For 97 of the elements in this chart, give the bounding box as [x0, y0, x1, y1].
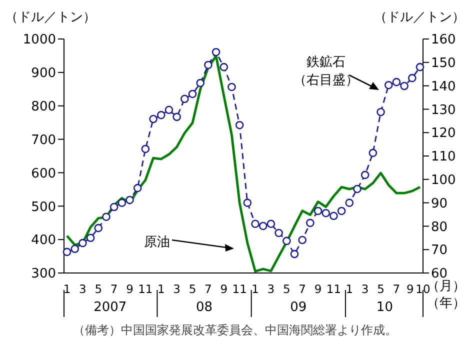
point [337, 206, 346, 216]
point [94, 224, 103, 232]
x-tick-label: 5 [377, 282, 384, 296]
point [188, 90, 197, 98]
point [172, 112, 181, 122]
x-tick-label: 9 [126, 282, 134, 296]
point [164, 106, 174, 114]
text: （年） [426, 296, 466, 311]
x-tick-label: 1 [346, 282, 354, 296]
point [235, 120, 244, 130]
point [196, 78, 205, 88]
y-tick-label: 800 [31, 99, 56, 114]
y2-tick-label: 100 [431, 173, 456, 188]
point [282, 236, 291, 246]
point [141, 144, 150, 154]
x-tick-label: 1 [63, 282, 71, 296]
x-tick-label: 11 [232, 282, 247, 296]
y-tick-label: 400 [31, 233, 56, 248]
text: （備考）中国国家発展改革委員会、中国海関総署より作成。 [73, 323, 397, 337]
text: 鉄鉱石（右目盛） [294, 55, 358, 88]
y-tick-label: 900 [31, 66, 56, 82]
x-tick-label: 9 [220, 282, 228, 296]
x-tick-label: 5 [188, 282, 196, 296]
x-tick-label: 7 [204, 282, 212, 296]
x-tick-label: 3 [267, 282, 275, 296]
text: 09 [290, 300, 307, 315]
point [70, 244, 79, 254]
y2-tick-label: 160 [431, 32, 456, 48]
y-axis-title: （ドル／トン） [5, 10, 96, 25]
point [416, 62, 424, 72]
x-tick-label: 11 [138, 282, 153, 296]
point [408, 74, 416, 82]
point [149, 114, 158, 124]
point [345, 198, 354, 207]
point [133, 184, 142, 192]
point [243, 198, 252, 207]
x-tick-label: 9 [406, 282, 414, 296]
y2-tick-label: 80 [431, 220, 448, 235]
y-tick-label: 1000 [22, 32, 56, 48]
y2-tick-label: 90 [431, 196, 448, 212]
point [384, 80, 393, 90]
x-tick-label: 7 [392, 282, 400, 296]
point [368, 148, 378, 158]
text: 08 [196, 300, 213, 315]
point [376, 108, 385, 116]
y-tick-label: 700 [31, 132, 56, 148]
y2-tick-label: 140 [431, 79, 456, 94]
y2-tick-label: 120 [431, 126, 456, 142]
point [62, 248, 72, 256]
point [78, 238, 87, 248]
point [204, 60, 212, 70]
x-tick-label: 5 [94, 282, 102, 296]
point [266, 220, 276, 228]
point [118, 198, 126, 207]
point [212, 48, 220, 56]
point [306, 218, 314, 228]
point [353, 184, 362, 194]
x-tick-label: 9 [314, 282, 322, 296]
point [126, 196, 134, 204]
y2-axis-title: （ドル／トン） [374, 10, 465, 25]
y2-tick-label: 70 [431, 243, 448, 258]
x-tick-label: 7 [298, 282, 306, 296]
point [258, 222, 268, 230]
text: 2007 [94, 300, 127, 315]
point [314, 206, 322, 216]
y-tick-label: 600 [31, 166, 56, 182]
y2-tick-label: 130 [431, 102, 456, 118]
x-tick-label: 5 [282, 282, 290, 296]
point [180, 94, 189, 104]
point [102, 212, 110, 221]
x-tick-label: 7 [110, 282, 118, 296]
x-tick-label: 1 [157, 282, 165, 296]
point [290, 250, 299, 258]
y-tick-label: 500 [31, 200, 56, 215]
point [274, 228, 283, 238]
point [360, 170, 370, 180]
y-tick-label: 300 [31, 266, 56, 282]
x-tick-label: 1 [252, 282, 259, 296]
point [330, 212, 338, 220]
text: 原油 [144, 235, 170, 250]
x-tick-label: 3 [79, 282, 86, 296]
x-tick-label: 3 [173, 282, 180, 296]
x-tick-label: 11 [326, 282, 342, 296]
point [251, 220, 260, 228]
point [86, 234, 95, 242]
point [110, 202, 118, 212]
point [220, 62, 228, 72]
x-tick-label: 3 [361, 282, 369, 296]
point [156, 110, 166, 120]
point [322, 208, 330, 218]
point [400, 82, 408, 90]
y2-tick-label: 110 [431, 150, 456, 165]
point [392, 78, 401, 86]
text: 10 [376, 300, 393, 315]
point [298, 236, 306, 244]
point [228, 82, 236, 92]
y2-tick-label: 150 [431, 56, 456, 72]
